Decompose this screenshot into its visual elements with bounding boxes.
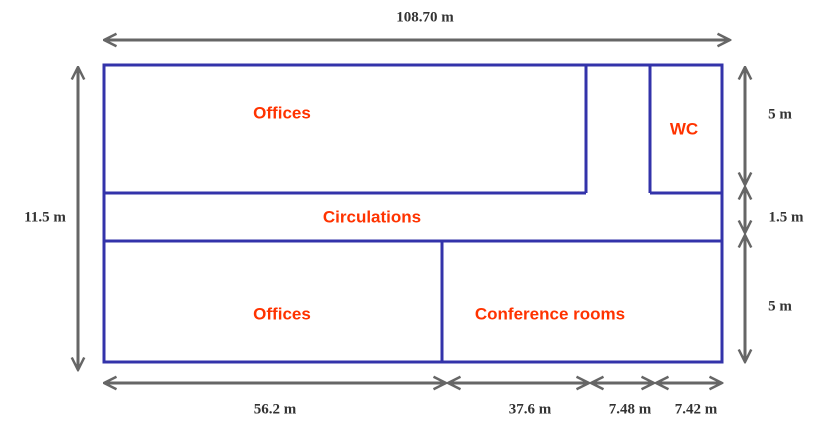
dimension-lines: [78, 40, 745, 383]
dimension-label: 108.70 m: [396, 9, 454, 25]
room-label: Conference rooms: [475, 304, 625, 323]
dimension-label: 5 m: [768, 106, 792, 122]
dimension-label: 56.2 m: [254, 401, 297, 417]
dimension-label: 5 m: [768, 298, 792, 314]
room-label: Offices: [253, 103, 311, 122]
room-label: WC: [670, 119, 698, 138]
dimension-label: 37.6 m: [509, 401, 552, 417]
dimension-label: 11.5 m: [24, 209, 66, 225]
walls: [102, 63, 724, 364]
dimension-label: 1.5 m: [769, 209, 805, 225]
dimension-label: 7.42 m: [675, 401, 718, 417]
room-label: Circulations: [323, 207, 421, 226]
room-label: Offices: [253, 304, 311, 323]
outer-wall: [102, 63, 724, 364]
dimension-label: 7.48 m: [609, 401, 652, 417]
